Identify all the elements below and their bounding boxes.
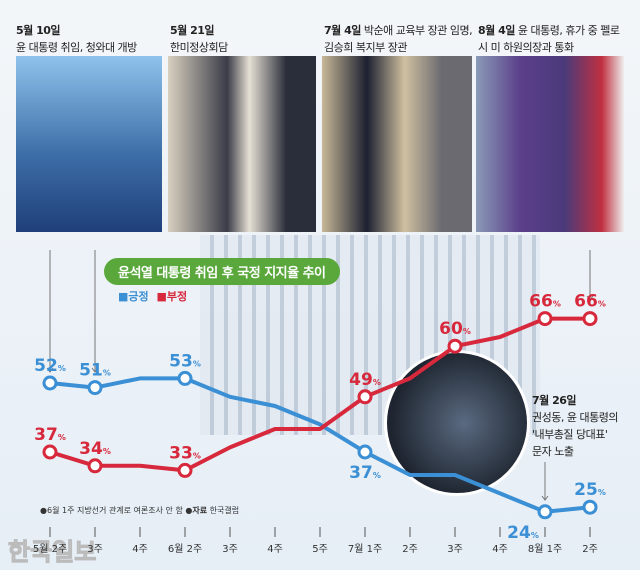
event-aug4: 8월 4일 윤 대통령, 휴가 중 펠로시 미 하원의장과 통화 <box>478 24 620 54</box>
data-label: 60% <box>439 319 471 339</box>
event-arrow-head <box>541 495 549 501</box>
event-arrow-head <box>46 367 54 373</box>
data-label: 37% <box>34 425 66 445</box>
data-label: 66% <box>574 292 606 312</box>
data-point <box>357 444 373 460</box>
x-tick-label: 2주 <box>582 544 598 555</box>
x-tick-label: 6월 2주 <box>168 543 202 555</box>
legend-negative: ■부정 <box>156 290 188 303</box>
photo-pelosi-call <box>476 56 624 232</box>
x-tick-label: 2주 <box>402 544 418 555</box>
event-arrow-head <box>586 295 594 301</box>
data-label: 25% <box>574 480 606 500</box>
footnote: ●6월 1주 지방선거 관계로 여론조사 안 함 ●자료 한국갤럽 <box>40 506 240 515</box>
data-label: 34% <box>79 439 111 459</box>
x-tick-label: 5주 <box>312 544 328 555</box>
data-point <box>447 338 463 354</box>
data-label: 66% <box>529 292 561 312</box>
data-point <box>582 311 598 327</box>
data-point <box>42 375 58 391</box>
x-tick-label: 7월 1주 <box>348 543 382 555</box>
x-tick-label: 8월 1주 <box>528 543 562 555</box>
event-may21: 5월 21일 한미정상회담 <box>170 24 228 54</box>
data-label: 52% <box>34 356 66 376</box>
x-tick-label: 5월 2주 <box>33 543 67 555</box>
chart-title: 윤석열 대통령 취임 후 국정 지지율 추이 <box>104 258 340 285</box>
event-may10: 5월 10일 윤 대통령 취임, 청와대 개방 <box>16 24 137 54</box>
data-label: 49% <box>349 370 381 390</box>
data-point <box>42 444 58 460</box>
data-point <box>87 380 103 396</box>
data-label: 51% <box>79 361 111 381</box>
event-jul4: 7월 4일 박순애 교육부 장관 임명, 김승희 복지부 장관 <box>324 24 473 54</box>
data-point <box>582 499 598 515</box>
x-tick-label: 3주 <box>222 544 238 555</box>
photo-summit <box>168 56 316 232</box>
data-point <box>537 504 553 520</box>
annotation-jul26: 7월 26일 권성동, 윤 대통령의 '내부총질 당대표' 문자 노출 <box>532 394 618 458</box>
x-tick-label: 4주 <box>132 544 148 555</box>
data-point <box>177 462 193 478</box>
x-tick-label: 3주 <box>447 544 463 555</box>
x-tick-label: 4주 <box>267 544 283 555</box>
data-label: 53% <box>169 351 201 371</box>
data-label: 33% <box>169 443 201 463</box>
legend: ■긍정 ■부정 <box>118 288 187 304</box>
data-label: 37% <box>349 463 381 483</box>
data-point <box>177 370 193 386</box>
event-arrow-head <box>91 367 99 373</box>
data-point <box>87 458 103 474</box>
data-label: 24% <box>507 523 539 543</box>
series-line-negative <box>49 316 590 473</box>
watermark-logo: 한국일보 <box>7 538 97 567</box>
series-line-positive <box>49 376 591 514</box>
x-tick-label: 3주 <box>87 544 103 555</box>
x-tick-label: 4주 <box>492 544 508 555</box>
data-point <box>357 389 373 405</box>
photo-inauguration <box>16 56 162 232</box>
photo-appointment <box>322 56 472 232</box>
data-point <box>537 311 553 327</box>
legend-positive: ■긍정 <box>118 290 149 303</box>
